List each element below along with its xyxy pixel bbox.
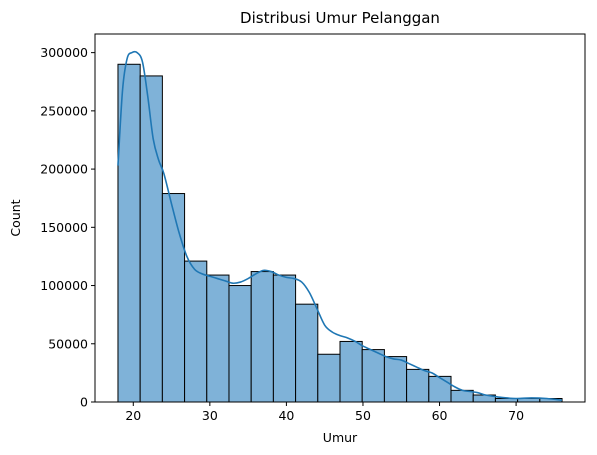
histogram-bar <box>384 357 406 402</box>
x-tick-label: 20 <box>125 408 141 423</box>
histogram-bar <box>407 369 429 402</box>
y-tick-label: 50000 <box>48 336 88 351</box>
histogram-bar <box>251 272 273 402</box>
histogram-bar <box>429 376 451 402</box>
x-tick-label: 30 <box>202 408 218 423</box>
histogram-bar <box>185 261 207 402</box>
y-tick-label: 150000 <box>40 220 88 235</box>
histogram-bar <box>318 354 340 402</box>
x-tick-label: 40 <box>278 408 294 423</box>
x-tick-label: 60 <box>432 408 448 423</box>
histogram-bar <box>362 350 384 402</box>
y-axis: 0 50000 100000 150000 200000 250000 300000 <box>40 45 95 409</box>
y-tick-label: 100000 <box>40 278 88 293</box>
y-tick-label: 200000 <box>40 162 88 177</box>
chart-title: Distribusi Umur Pelanggan <box>240 9 440 27</box>
y-axis-label: Count <box>8 199 23 236</box>
y-tick-label: 300000 <box>40 45 88 60</box>
x-axis-label: Umur <box>323 430 358 445</box>
histogram-bar <box>273 275 295 402</box>
x-tick-label: 50 <box>355 408 371 423</box>
histogram-bar <box>296 304 318 402</box>
y-tick-label: 250000 <box>40 103 88 118</box>
histogram-bar <box>162 194 184 402</box>
x-axis: 20 30 40 50 60 70 <box>125 402 524 423</box>
histogram-bar <box>207 275 229 402</box>
histogram-bar <box>229 286 251 402</box>
y-tick-label: 0 <box>80 395 88 410</box>
x-tick-label: 70 <box>508 408 524 423</box>
histogram-bar <box>340 341 362 402</box>
bars-layer <box>118 64 562 402</box>
